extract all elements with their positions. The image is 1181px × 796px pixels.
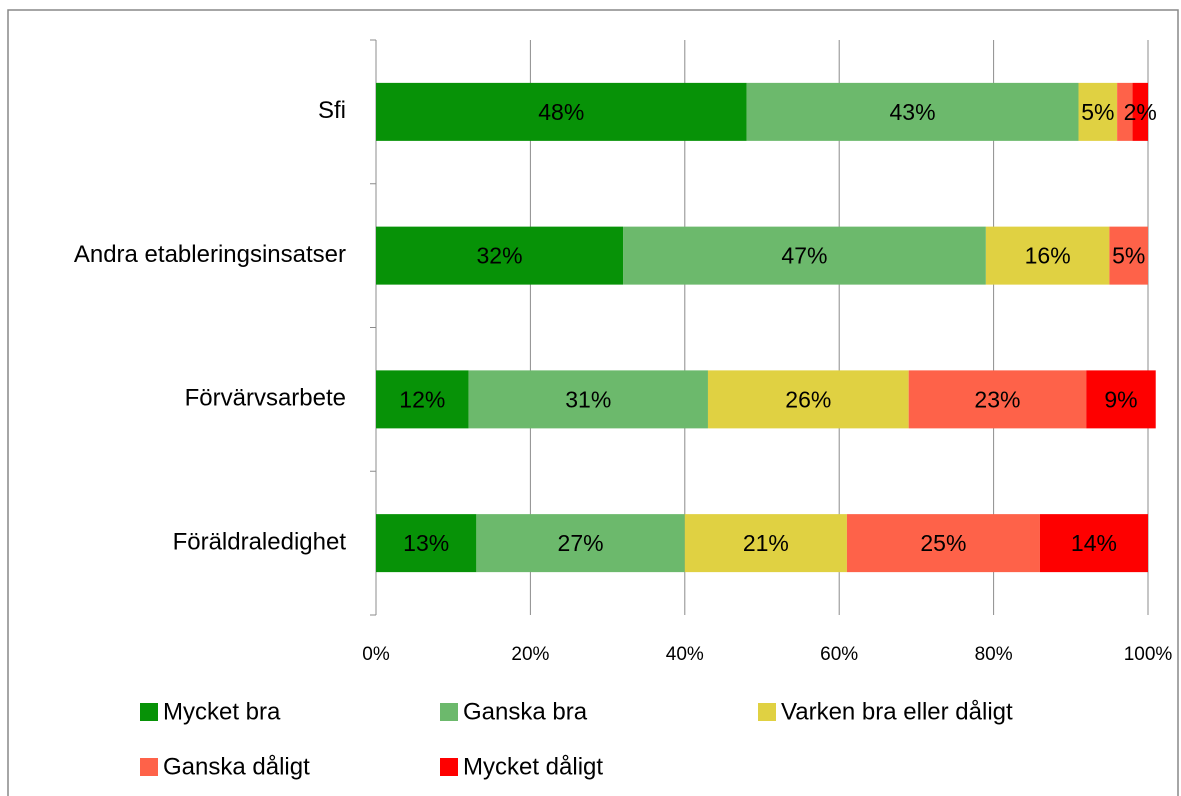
chart-border — [7, 9, 1179, 796]
legend-swatch — [140, 758, 158, 776]
x-tick-label: 60% — [820, 644, 858, 665]
data-label: 16% — [1025, 243, 1071, 269]
bar-segment — [1086, 370, 1156, 429]
data-label: 9% — [1104, 386, 1137, 412]
legend-label: Mycket dåligt — [463, 753, 603, 780]
bar-segment — [1132, 82, 1148, 141]
legend-swatch — [440, 758, 458, 776]
data-label: 5% — [1081, 99, 1114, 125]
data-label: 48% — [538, 99, 584, 125]
data-label: 47% — [781, 243, 827, 269]
data-label: 5% — [1112, 243, 1145, 269]
bar-segment — [623, 226, 986, 285]
data-label: 25% — [920, 530, 966, 556]
bar-segment — [846, 514, 1040, 573]
data-label: 2% — [1124, 99, 1157, 125]
bar-segment — [1109, 226, 1148, 285]
y-tick-label: Förvärvsarbete — [185, 385, 346, 412]
bar-segment — [1039, 514, 1148, 573]
legend-label: Ganska dåligt — [163, 753, 310, 780]
bar-segment — [468, 370, 708, 429]
bar-segment — [376, 514, 477, 573]
y-tick-label: Föräldraledighet — [173, 528, 347, 555]
x-tick-label: 100% — [1124, 644, 1173, 665]
bar-segment — [684, 514, 847, 573]
legend-swatch — [758, 703, 776, 721]
legend-label: Mycket bra — [163, 698, 281, 725]
data-label: 26% — [785, 386, 831, 412]
data-label: 13% — [403, 530, 449, 556]
bar-segment — [985, 226, 1110, 285]
x-tick-label: 20% — [511, 644, 549, 665]
data-label: 21% — [743, 530, 789, 556]
bar-segment — [476, 514, 685, 573]
bar-segment — [908, 370, 1087, 429]
legend-label: Varken bra eller dåligt — [781, 698, 1013, 725]
bar-segment — [707, 370, 909, 429]
data-label: 32% — [476, 243, 522, 269]
bar-segment — [1078, 82, 1118, 141]
y-tick-label: Sfi — [318, 97, 346, 124]
data-label: 31% — [565, 386, 611, 412]
bar-segment — [1117, 82, 1133, 141]
x-tick-label: 40% — [666, 644, 704, 665]
legend-label: Ganska bra — [463, 698, 588, 725]
legend-swatch — [140, 703, 158, 721]
bar-segment — [376, 226, 624, 285]
bar-segment — [746, 82, 1079, 141]
y-tick-label: Andra etableringsinsatser — [74, 241, 346, 268]
data-label: 43% — [890, 99, 936, 125]
bar-segment — [376, 370, 469, 429]
data-label: 14% — [1071, 530, 1117, 556]
x-tick-label: 80% — [975, 644, 1013, 665]
x-tick-label: 0% — [362, 644, 390, 665]
data-label: 27% — [558, 530, 604, 556]
legend-swatch — [440, 703, 458, 721]
bar-segment — [376, 82, 747, 141]
data-label: 23% — [974, 386, 1020, 412]
data-label: 12% — [399, 386, 445, 412]
